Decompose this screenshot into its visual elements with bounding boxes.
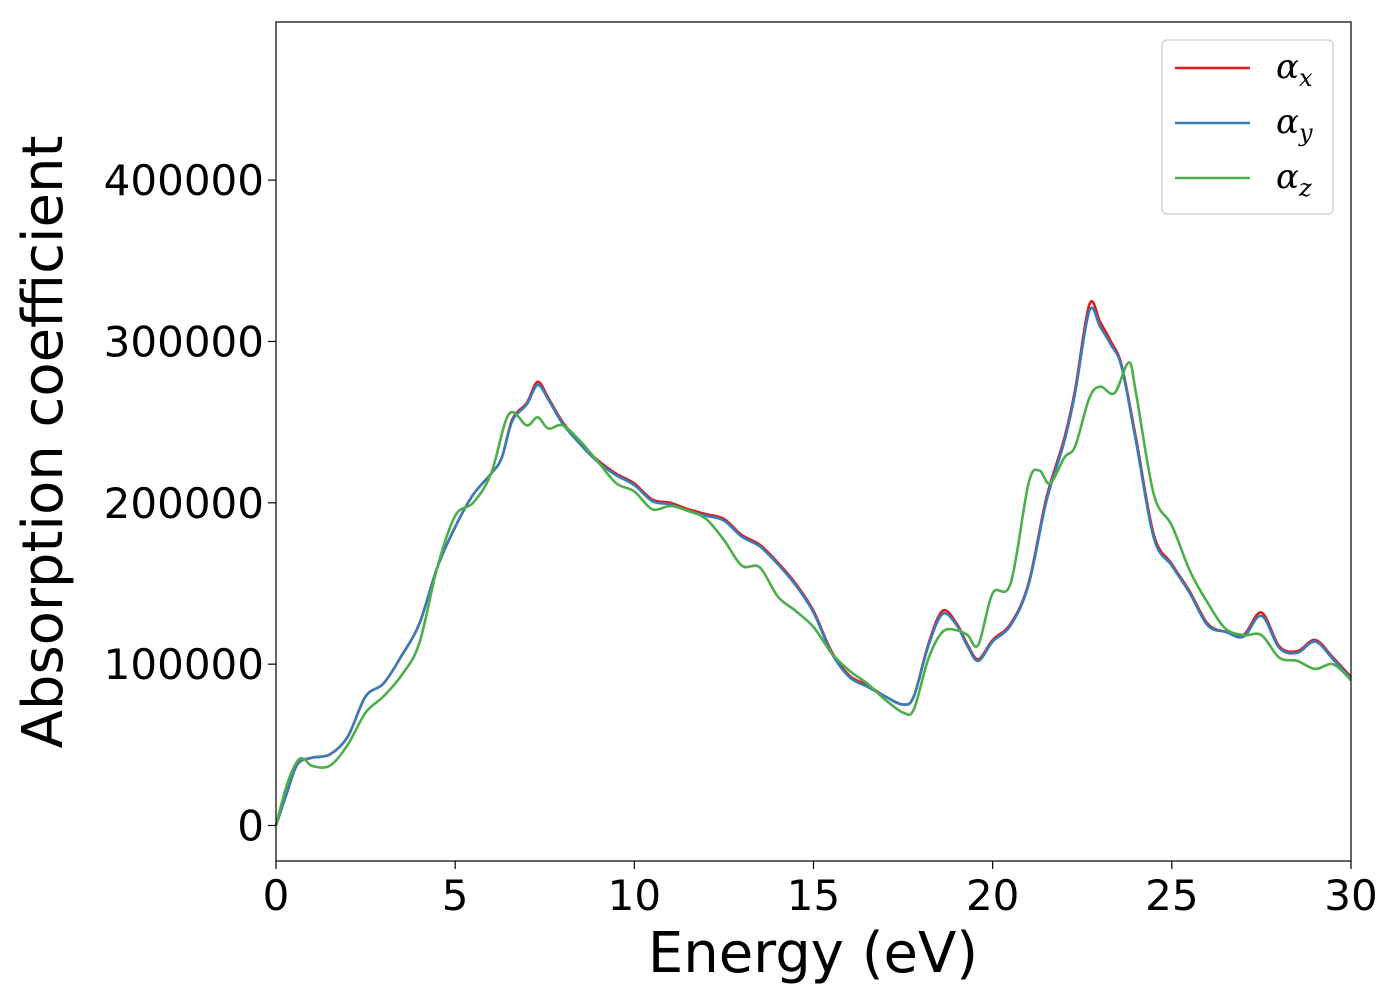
y-tick-label: 100000 <box>104 640 264 689</box>
y-tick-label: 200000 <box>104 479 264 528</box>
x-axis-label: Energy (eV) <box>648 921 978 986</box>
x-tick-label: 10 <box>608 871 661 920</box>
x-tick-label: 20 <box>966 871 1019 920</box>
legend: αx αy αz <box>1161 39 1334 215</box>
x-axis: 0 5 10 15 20 25 30 <box>263 861 1378 920</box>
legend-box <box>1161 39 1334 215</box>
x-tick-label: 0 <box>263 871 290 920</box>
plot-lines <box>274 300 1352 826</box>
y-axis: 0 100000 200000 300000 400000 <box>104 156 276 851</box>
y-tick-label: 300000 <box>104 317 264 366</box>
y-axis-label: Absorption coefficient <box>11 136 76 749</box>
series-line-z <box>274 361 1352 826</box>
legend-label-y: αy <box>1276 102 1313 147</box>
legend-label-z: αz <box>1276 157 1312 202</box>
x-tick-label: 15 <box>787 871 840 920</box>
x-tick-label: 5 <box>442 871 469 920</box>
y-tick-label: 400000 <box>104 156 264 205</box>
x-tick-label: 25 <box>1145 871 1198 920</box>
legend-label-x: αx <box>1276 47 1313 92</box>
y-tick-label: 0 <box>237 802 264 851</box>
x-tick-label: 30 <box>1324 871 1377 920</box>
